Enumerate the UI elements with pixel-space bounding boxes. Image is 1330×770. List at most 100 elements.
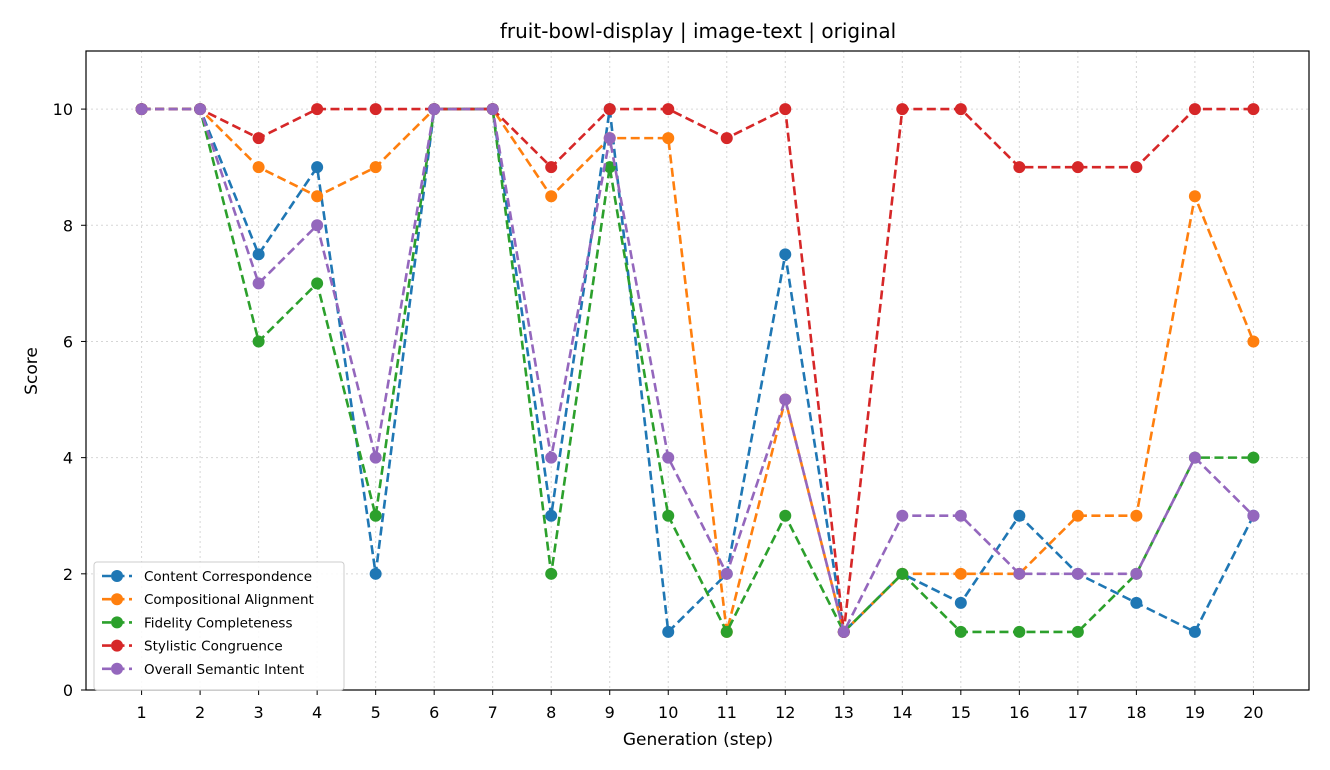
x-tick-label: 19	[1185, 703, 1205, 722]
legend-swatch-marker	[111, 616, 123, 629]
series-2	[135, 103, 1260, 638]
x-tick-label: 5	[371, 703, 381, 722]
data-point	[194, 103, 207, 116]
data-point	[545, 567, 558, 580]
data-point	[896, 567, 909, 580]
data-point	[1188, 103, 1201, 116]
data-point	[1130, 596, 1143, 609]
data-point	[311, 219, 324, 232]
data-point	[662, 103, 675, 116]
y-axis-label: Score	[22, 347, 42, 395]
data-point	[428, 103, 441, 116]
x-tick-label: 17	[1068, 703, 1088, 722]
data-point	[311, 277, 324, 290]
series-line	[141, 107, 1255, 636]
x-tick-label: 18	[1126, 703, 1146, 722]
data-point	[1130, 161, 1143, 174]
x-tick-label: 16	[1009, 703, 1029, 722]
x-tick-label: 6	[429, 703, 439, 722]
plot-frame	[85, 50, 1310, 691]
data-point	[311, 161, 324, 174]
y-tick-label: 8	[63, 216, 73, 235]
data-point	[779, 393, 792, 406]
x-tick-label: 15	[951, 703, 971, 722]
data-point	[662, 132, 675, 145]
grid-lines	[86, 51, 1309, 691]
series-lines	[135, 103, 1260, 638]
data-point	[779, 509, 792, 522]
data-point	[603, 132, 616, 145]
data-point	[896, 509, 909, 522]
data-point	[1013, 625, 1026, 638]
x-tick-label: 3	[254, 703, 264, 722]
x-tick-label: 10	[658, 703, 678, 722]
data-point	[1071, 625, 1084, 638]
data-point	[954, 509, 967, 522]
data-point	[662, 625, 675, 638]
data-point	[603, 103, 616, 116]
legend: Content Correspondence Compositional Alig…	[93, 561, 345, 691]
legend-label: Compositional Alignment	[144, 592, 314, 608]
legend-item: Overall Semantic Intent	[102, 662, 304, 678]
data-point	[545, 509, 558, 522]
data-point	[954, 596, 967, 609]
data-point	[311, 103, 324, 116]
data-point	[1013, 509, 1026, 522]
series-line	[141, 107, 1255, 635]
legend-label: Overall Semantic Intent	[144, 662, 304, 678]
data-point	[603, 161, 616, 174]
data-point	[1071, 161, 1084, 174]
y-tick-label: 0	[63, 681, 73, 700]
data-point	[1247, 335, 1260, 348]
series-line	[141, 107, 1254, 633]
x-tick-label: 12	[775, 703, 795, 722]
legend-box	[93, 561, 345, 691]
legend-label: Content Correspondence	[144, 569, 312, 585]
data-point	[252, 277, 265, 290]
y-tick-label: 4	[63, 449, 73, 468]
data-point	[369, 161, 382, 174]
series-3	[135, 103, 1260, 638]
legend-item: Stylistic Congruence	[102, 639, 283, 655]
data-point	[1130, 567, 1143, 580]
legend-label: Fidelity Completeness	[144, 615, 292, 631]
data-point	[720, 625, 733, 638]
data-point	[837, 625, 850, 638]
x-tick-label: 7	[488, 703, 498, 722]
x-tick-label: 11	[717, 703, 737, 722]
data-point	[662, 509, 675, 522]
legend-swatch-marker	[111, 570, 123, 582]
data-point	[779, 103, 792, 116]
data-point	[1247, 451, 1260, 464]
data-point	[545, 161, 558, 174]
legend-label: Stylistic Congruence	[144, 639, 283, 655]
x-tick-label: 8	[546, 703, 556, 722]
x-tick-label: 9	[605, 703, 615, 722]
legend-item: Fidelity Completeness	[102, 615, 292, 631]
y-tick-label: 10	[53, 100, 73, 119]
data-point	[1247, 509, 1260, 522]
data-point	[1013, 567, 1026, 580]
x-tick-label: 20	[1243, 703, 1263, 722]
x-tick-label: 13	[834, 703, 854, 722]
x-tick-label: 14	[892, 703, 912, 722]
data-point	[252, 335, 265, 348]
data-point	[545, 451, 558, 464]
data-point	[954, 103, 967, 116]
data-point	[779, 248, 792, 261]
data-point	[1188, 190, 1201, 203]
series-0	[135, 103, 1260, 638]
series-line	[141, 107, 1255, 635]
data-point	[1247, 103, 1260, 116]
y-tick-label: 2	[63, 565, 73, 584]
data-point	[954, 567, 967, 580]
data-point	[662, 451, 675, 464]
data-point	[1013, 161, 1026, 174]
data-point	[369, 509, 382, 522]
data-point	[954, 625, 967, 638]
data-point	[896, 103, 909, 116]
x-tick-label: 2	[195, 703, 205, 722]
legend-item: Compositional Alignment	[102, 592, 314, 608]
data-point	[720, 567, 733, 580]
